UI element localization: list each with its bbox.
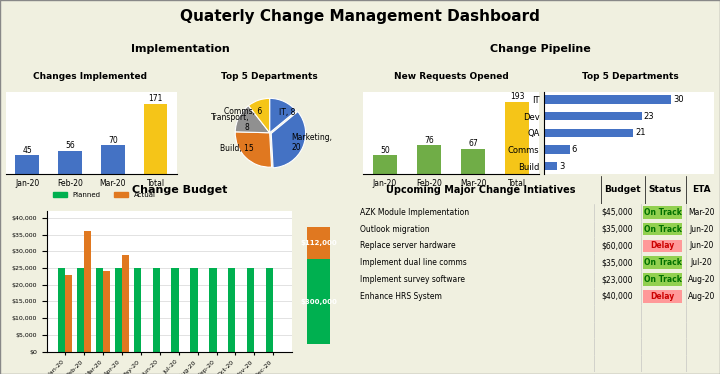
Text: $40,000: $40,000 (602, 292, 633, 301)
Text: $23,000: $23,000 (602, 275, 633, 284)
Text: Implement dual line comms: Implement dual line comms (360, 258, 467, 267)
Bar (153, 268, 160, 352)
Text: Change Pipeline: Change Pipeline (490, 44, 590, 53)
Text: 21: 21 (635, 128, 646, 137)
Wedge shape (271, 111, 305, 168)
Text: Enhance HRS System: Enhance HRS System (360, 292, 442, 301)
Bar (461, 149, 485, 174)
Text: 67: 67 (468, 140, 478, 148)
Text: 50: 50 (380, 146, 390, 155)
Text: 171: 171 (148, 94, 163, 103)
FancyBboxPatch shape (644, 256, 683, 269)
Bar (58, 151, 82, 174)
Bar (65, 275, 72, 352)
FancyBboxPatch shape (644, 290, 683, 303)
Text: Status: Status (648, 185, 681, 194)
Bar (307, 259, 330, 344)
Text: Transport,
8: Transport, 8 (211, 113, 250, 132)
Text: On Track: On Track (644, 208, 682, 217)
Text: 56: 56 (65, 141, 75, 150)
Text: Mar-20: Mar-20 (688, 208, 714, 217)
Text: $35,000: $35,000 (602, 258, 633, 267)
Text: $35,000: $35,000 (602, 224, 633, 234)
FancyBboxPatch shape (644, 239, 683, 252)
FancyBboxPatch shape (644, 206, 683, 219)
Text: $60,000: $60,000 (602, 241, 633, 251)
Legend: Planned, Actual: Planned, Actual (50, 190, 158, 201)
Text: Delay: Delay (651, 241, 675, 251)
Text: Build, 15: Build, 15 (220, 144, 254, 153)
Bar (134, 268, 141, 352)
Text: 30: 30 (673, 95, 684, 104)
Bar (122, 255, 129, 352)
Text: On Track: On Track (644, 275, 682, 284)
Text: Aug-20: Aug-20 (688, 292, 715, 301)
Text: Replace server hardware: Replace server hardware (360, 241, 456, 251)
Text: Top 5 Departments: Top 5 Departments (221, 72, 318, 81)
Text: 193: 193 (510, 92, 524, 101)
Bar (103, 272, 110, 352)
Text: Change Budget: Change Budget (132, 185, 228, 195)
Text: $45,000: $45,000 (602, 208, 633, 217)
Text: 6: 6 (572, 145, 577, 154)
Text: Budget: Budget (603, 185, 640, 194)
Bar (228, 268, 235, 352)
Bar (373, 155, 397, 174)
Text: IT, 8: IT, 8 (279, 108, 295, 117)
Bar (101, 145, 125, 174)
Text: Quaterly Change Management Dashboard: Quaterly Change Management Dashboard (180, 9, 540, 24)
Bar (417, 145, 441, 174)
Text: 70: 70 (108, 136, 118, 145)
Text: Jun-20: Jun-20 (689, 224, 714, 234)
Text: Outlook migration: Outlook migration (360, 224, 430, 234)
Bar (210, 268, 217, 352)
Text: Marketing,
20: Marketing, 20 (292, 133, 333, 152)
Text: ETA: ETA (692, 185, 711, 194)
Text: Comms, 6: Comms, 6 (224, 107, 262, 116)
Wedge shape (235, 105, 269, 133)
FancyBboxPatch shape (644, 223, 683, 236)
Bar (544, 129, 633, 137)
Bar (544, 112, 642, 120)
Bar (84, 232, 91, 352)
Text: $300,000: $300,000 (300, 298, 337, 304)
Bar (171, 268, 179, 352)
Wedge shape (248, 98, 270, 133)
Bar (58, 268, 65, 352)
Bar (247, 268, 254, 352)
Text: Upcoming Major Change Intiatives: Upcoming Major Change Intiatives (387, 185, 576, 195)
Text: Changes Implemented: Changes Implemented (33, 72, 147, 81)
Text: Delay: Delay (651, 292, 675, 301)
Text: 3: 3 (559, 162, 564, 171)
Text: Jul-20: Jul-20 (690, 258, 712, 267)
Bar (544, 162, 557, 170)
Text: New Requests Opened: New Requests Opened (394, 72, 508, 81)
Wedge shape (269, 98, 296, 133)
Text: Implement survey software: Implement survey software (360, 275, 465, 284)
Text: $112,000: $112,000 (300, 240, 337, 246)
Bar (307, 227, 330, 259)
Text: 45: 45 (22, 146, 32, 155)
Bar (505, 102, 529, 174)
Text: Jun-20: Jun-20 (689, 241, 714, 251)
Text: 76: 76 (424, 136, 434, 145)
Text: On Track: On Track (644, 258, 682, 267)
Bar (77, 268, 84, 352)
Text: Implementation: Implementation (130, 44, 230, 53)
Text: AZK Module Implementation: AZK Module Implementation (360, 208, 469, 217)
Bar (190, 268, 197, 352)
Bar (96, 268, 103, 352)
Wedge shape (235, 132, 271, 167)
Text: Top 5 Departments: Top 5 Departments (582, 72, 679, 81)
Bar (114, 268, 122, 352)
Bar (544, 95, 671, 104)
Bar (544, 145, 570, 154)
Text: On Track: On Track (644, 224, 682, 234)
Text: Aug-20: Aug-20 (688, 275, 715, 284)
FancyBboxPatch shape (644, 273, 683, 286)
Bar (266, 268, 274, 352)
Bar (15, 156, 39, 174)
Bar (144, 104, 168, 174)
Text: 23: 23 (644, 112, 654, 121)
